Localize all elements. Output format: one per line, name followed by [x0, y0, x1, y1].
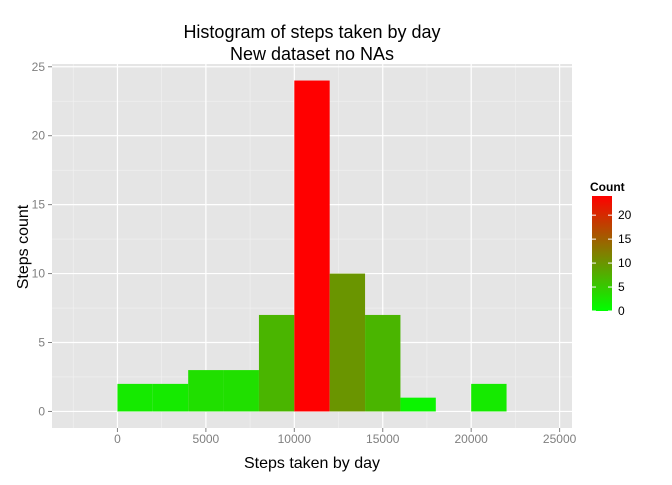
legend-label: 0 — [618, 304, 625, 318]
histogram-bar — [258, 314, 295, 412]
x-tick-label: 0 — [114, 432, 121, 446]
x-tick-label: 25000 — [543, 432, 577, 446]
histogram-bar — [400, 397, 436, 412]
legend: Count 0 5 10 15 20 — [590, 180, 632, 318]
histogram-bar — [329, 273, 366, 412]
y-tick-label: 25 — [32, 60, 46, 74]
chart-subtitle: New dataset no NAs — [230, 44, 394, 64]
histogram-bar — [471, 383, 507, 412]
plot-panel: 0 5000 10000 15000 20000 25000 0 5 10 15 20 25 — [32, 60, 577, 446]
histogram-bar — [117, 383, 153, 412]
legend-colorbar — [592, 196, 612, 311]
y-tick-label: 10 — [32, 267, 46, 281]
y-tick-label: 5 — [38, 336, 45, 350]
x-axis-label: Steps taken by day — [244, 455, 380, 472]
x-tick-label: 15000 — [366, 432, 400, 446]
legend-label: 20 — [618, 208, 632, 222]
y-tick-label: 0 — [38, 404, 45, 418]
histogram-bar — [188, 370, 224, 412]
legend-label: 15 — [618, 232, 632, 246]
histogram-bar — [365, 314, 401, 412]
chart-title: Histogram of steps taken by day — [183, 22, 440, 42]
legend-title: Count — [590, 180, 625, 194]
legend-label: 5 — [618, 280, 625, 294]
legend-label: 10 — [618, 256, 632, 270]
y-axis-label: Steps count — [15, 204, 32, 289]
histogram-bar — [152, 383, 189, 412]
y-tick-label: 20 — [32, 129, 46, 143]
y-tick-label: 15 — [32, 198, 46, 212]
x-tick-label: 5000 — [193, 432, 220, 446]
x-tick-label: 20000 — [454, 432, 488, 446]
histogram-bar — [223, 370, 259, 412]
x-tick-label: 10000 — [278, 432, 312, 446]
histogram-bar — [294, 80, 330, 412]
